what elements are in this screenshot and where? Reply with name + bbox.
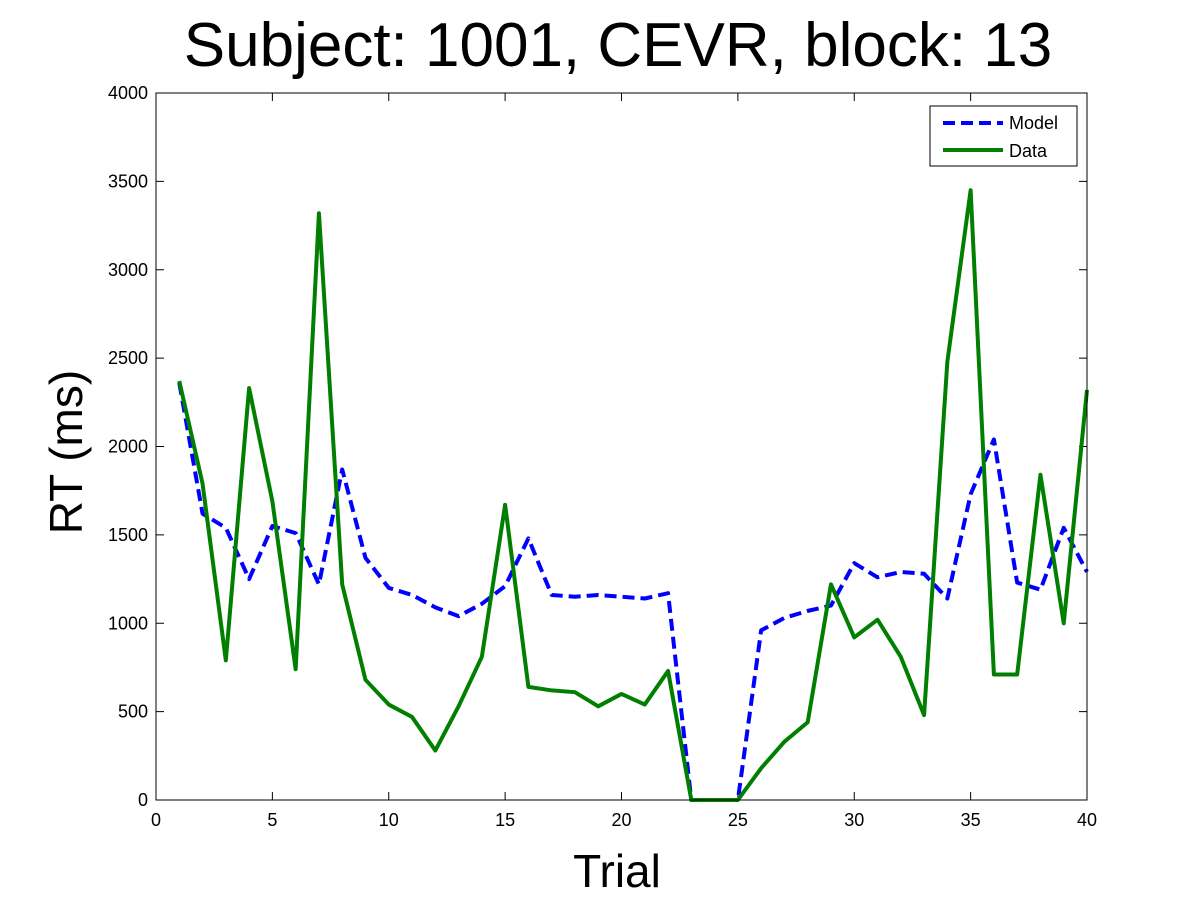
legend-label-model: Model	[1009, 113, 1058, 133]
x-tick-label: 5	[267, 810, 277, 830]
chart-title: Subject: 1001, CEVR, block: 13	[184, 11, 1052, 80]
x-tick-label: 20	[611, 810, 631, 830]
x-tick-label: 40	[1077, 810, 1097, 830]
y-tick-label: 3000	[108, 260, 148, 280]
series-line-model	[177, 382, 1089, 802]
y-tick-label: 4000	[108, 83, 148, 103]
y-tick-label: 1500	[108, 525, 148, 545]
x-ticks: 0 5 10 15 20 25 30 35 40	[151, 93, 1097, 830]
legend: Model Data	[929, 105, 1078, 167]
x-tick-label: 15	[495, 810, 515, 830]
plot-area-frame	[155, 92, 1088, 801]
x-tick-label: 25	[728, 810, 748, 830]
x-tick-label: 10	[379, 810, 399, 830]
legend-label-data: Data	[1009, 141, 1048, 161]
y-tick-label: 3500	[108, 171, 148, 191]
x-axis-label: Trial	[573, 845, 661, 897]
y-tick-label: 1000	[108, 613, 148, 633]
y-tick-label: 500	[118, 702, 148, 722]
y-tick-label: 2000	[108, 437, 148, 457]
x-tick-label: 30	[844, 810, 864, 830]
y-ticks: 0 500 1000 1500 2000 2500 3000 3500 4000	[108, 83, 1087, 810]
x-tick-label: 35	[961, 810, 981, 830]
legend-box	[929, 105, 1078, 167]
y-tick-label: 0	[138, 790, 148, 810]
x-tick-label: 0	[151, 810, 161, 830]
y-tick-label: 2500	[108, 348, 148, 368]
series-line-data	[177, 188, 1089, 802]
series-layer	[177, 188, 1089, 802]
y-axis-label: RT (ms)	[40, 370, 92, 534]
